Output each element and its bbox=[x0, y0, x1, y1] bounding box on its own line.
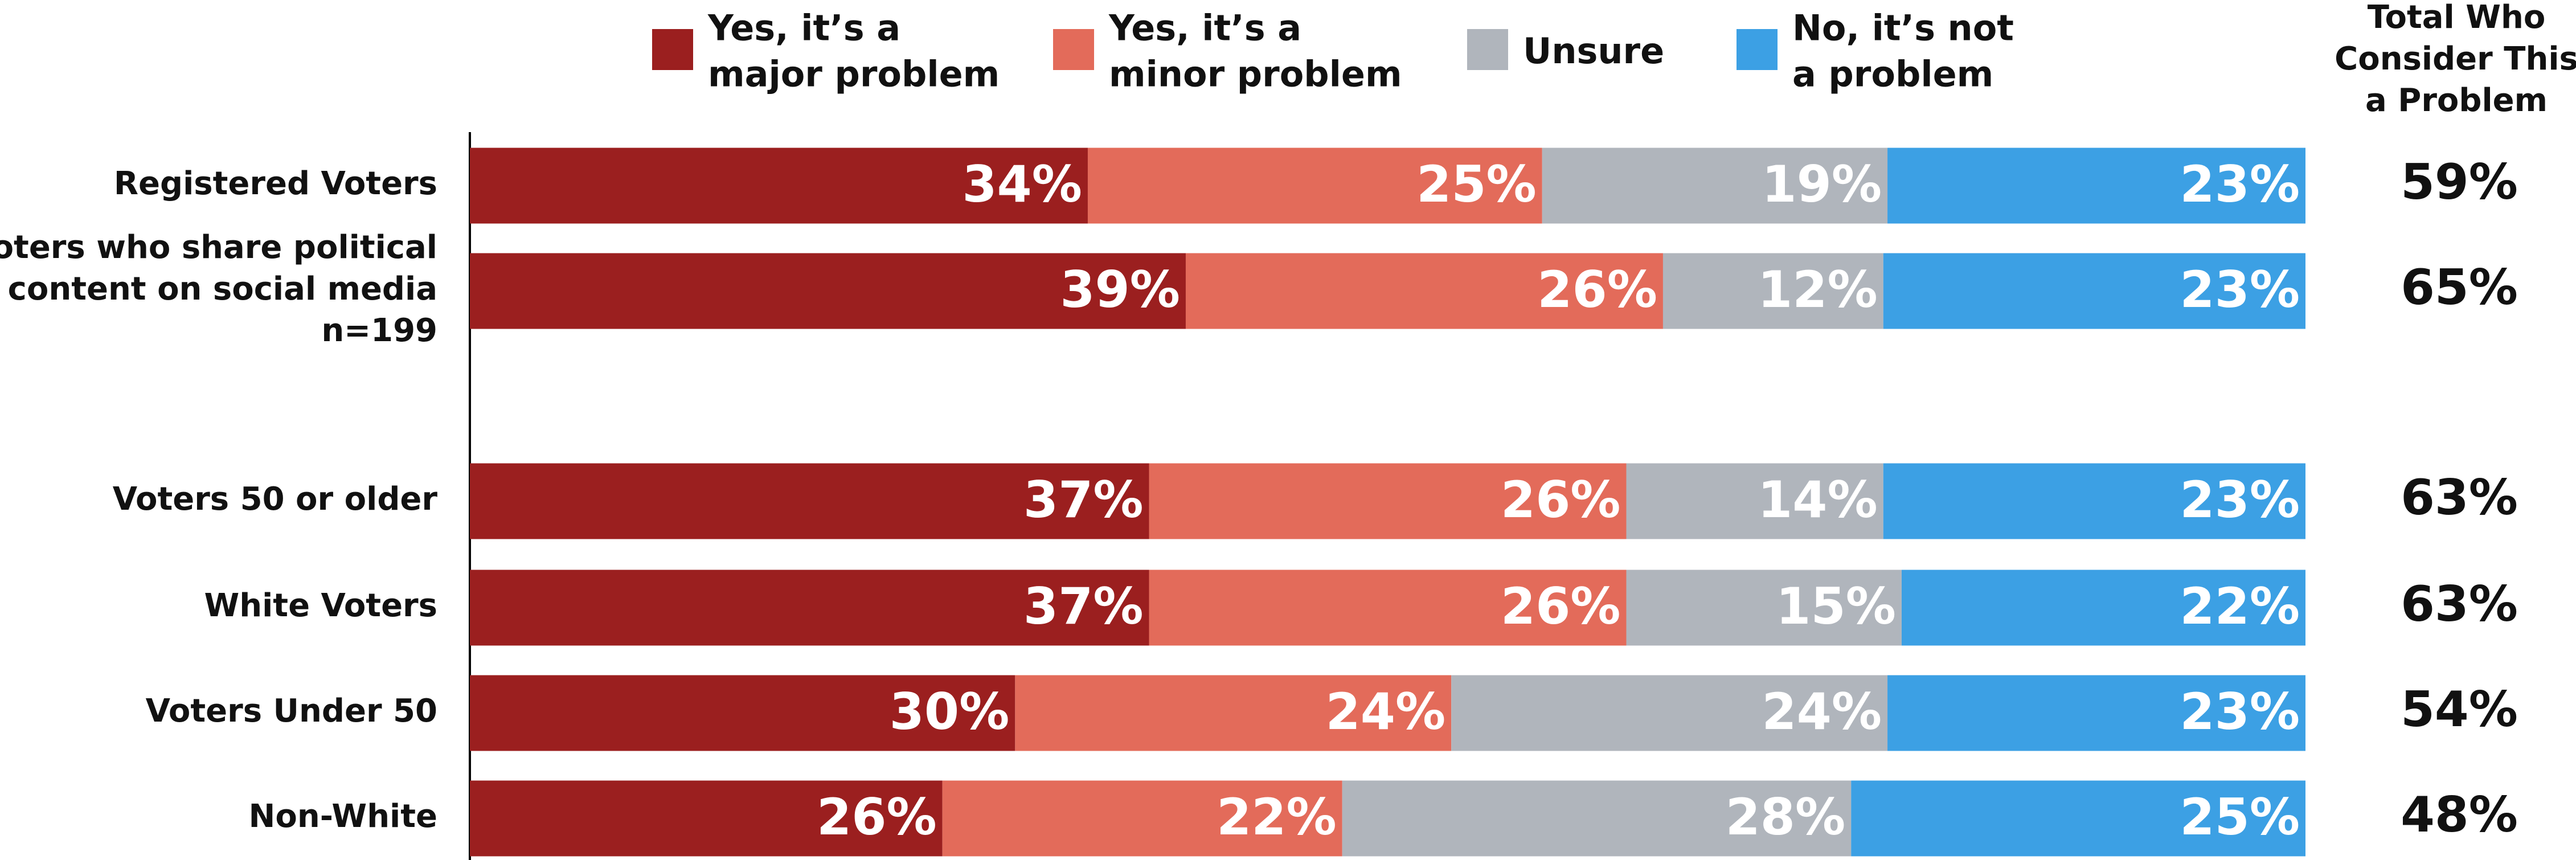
data-label: 34% bbox=[962, 155, 1082, 214]
total-label: 63% bbox=[2401, 469, 2518, 526]
bar-segment bbox=[470, 780, 943, 857]
bar-segment bbox=[1087, 148, 1542, 224]
data-label: 23% bbox=[2180, 155, 2300, 214]
data-label: 22% bbox=[2180, 577, 2300, 636]
bar-segment bbox=[1883, 253, 2305, 329]
bar-segment bbox=[1887, 675, 2305, 751]
data-label: 19% bbox=[1762, 155, 1882, 214]
data-label: 26% bbox=[1501, 470, 1621, 529]
category-label: Voters who share political content on soc… bbox=[0, 229, 437, 349]
bar-segment bbox=[1015, 675, 1452, 751]
total-label: 48% bbox=[2401, 787, 2518, 843]
bar-segment bbox=[1887, 148, 2305, 224]
bar-segment bbox=[1883, 463, 2305, 539]
data-label: 37% bbox=[1023, 577, 1144, 636]
bar-segment bbox=[470, 253, 1186, 329]
bar-segment bbox=[470, 463, 1149, 539]
bar-segment bbox=[470, 675, 1015, 751]
data-label: 25% bbox=[2180, 788, 2300, 846]
total-label: 59% bbox=[2401, 154, 2518, 211]
bar-segment bbox=[1626, 570, 1902, 646]
legend-label: No, it’s not a problem bbox=[1792, 7, 2014, 95]
total-label: 65% bbox=[2401, 259, 2518, 316]
legend-label: Yes, it’s a major problem bbox=[707, 7, 1000, 95]
legend-label: Yes, it’s a minor problem bbox=[1108, 7, 1402, 95]
bar-segment bbox=[1901, 570, 2305, 646]
category-label: Non-White bbox=[248, 798, 437, 835]
total-label: 54% bbox=[2401, 681, 2518, 738]
total-label: 63% bbox=[2401, 576, 2518, 633]
bar-segment bbox=[1542, 148, 1888, 224]
data-label: 23% bbox=[2180, 260, 2300, 319]
totals-title: Total Who Consider This a Problem bbox=[2335, 0, 2576, 119]
bar-segment bbox=[1451, 675, 1888, 751]
data-label: 30% bbox=[890, 682, 1010, 741]
data-label: 37% bbox=[1023, 470, 1144, 529]
bar-segment bbox=[1626, 463, 1883, 539]
data-label: 24% bbox=[1762, 682, 1882, 741]
data-label: 12% bbox=[1758, 260, 1878, 319]
bar-segment bbox=[1185, 253, 1663, 329]
data-label: 26% bbox=[1501, 577, 1621, 636]
data-label: 22% bbox=[1217, 788, 1337, 846]
legend-swatch bbox=[1737, 29, 1778, 70]
data-label: 23% bbox=[2180, 682, 2300, 741]
bar-segment bbox=[1662, 253, 1883, 329]
legend-swatch bbox=[1053, 29, 1094, 70]
bar-segment bbox=[942, 780, 1342, 857]
data-label: 24% bbox=[1326, 682, 1446, 741]
data-label: 26% bbox=[1537, 260, 1657, 319]
category-label: Voters 50 or older bbox=[113, 481, 438, 518]
data-label: 26% bbox=[817, 788, 937, 846]
category-label: White Voters bbox=[204, 587, 437, 624]
data-label: 14% bbox=[1758, 470, 1878, 529]
data-label: 23% bbox=[2180, 470, 2300, 529]
category-label: Registered Voters bbox=[114, 165, 437, 202]
bar-segment bbox=[1149, 463, 1627, 539]
legend-swatch bbox=[652, 29, 693, 70]
data-label: 15% bbox=[1776, 577, 1896, 636]
bar-segment bbox=[1342, 780, 1852, 857]
bar-segment bbox=[1149, 570, 1627, 646]
bar-segment bbox=[470, 570, 1149, 646]
bar-segment bbox=[1851, 780, 2305, 857]
category-label: Voters Under 50 bbox=[146, 693, 437, 730]
legend-label: Unsure bbox=[1523, 30, 1664, 72]
data-label: 28% bbox=[1726, 788, 1846, 846]
data-label: 25% bbox=[1416, 155, 1537, 214]
bar-segment bbox=[470, 148, 1088, 224]
legend-swatch bbox=[1467, 29, 1508, 70]
data-label: 39% bbox=[1060, 260, 1180, 319]
